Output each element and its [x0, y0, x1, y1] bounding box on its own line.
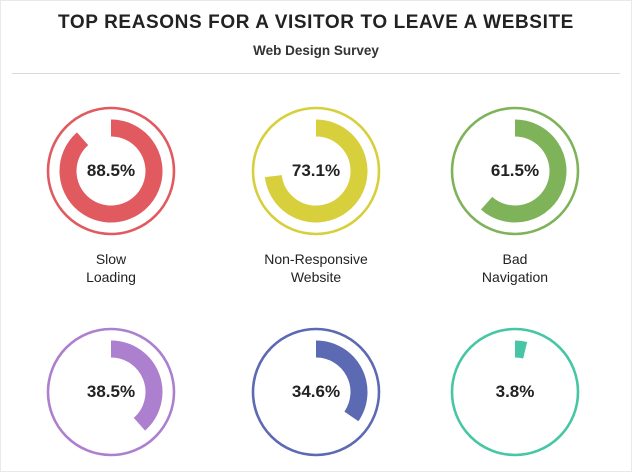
- donut-outer-ring: [46, 106, 176, 236]
- donut-bad-navigation: 61.5%: [449, 105, 581, 237]
- donut-value-arc: [480, 119, 567, 223]
- donut-outer-ring: [450, 327, 580, 457]
- category-label: Slow Loading: [86, 251, 136, 285]
- chart-subtitle: Web Design Survey: [253, 43, 379, 58]
- donut-value-label: 38.5%: [86, 382, 136, 401]
- donut-outer-ring: [251, 106, 381, 236]
- chart-title: TOP REASONS FOR A VISITOR TO LEAVE A WEB…: [58, 12, 574, 33]
- donut-value-arc: [315, 340, 368, 422]
- donut-svg: [46, 106, 176, 236]
- donut-non-responsive-website: 73.1%: [250, 105, 382, 237]
- donut-value-arc: [59, 119, 163, 223]
- donut-value-arc: [514, 340, 528, 359]
- donut-slow-loading: 88.5%: [45, 105, 177, 237]
- donut-svg: [46, 327, 176, 457]
- donut-svg: [251, 106, 381, 236]
- category-label: Non-Responsive Website: [264, 251, 368, 285]
- donut-outer-ring: [46, 327, 176, 457]
- donut-value-label: 61.5%: [490, 161, 540, 180]
- header-divider: [12, 73, 620, 74]
- donut-reason-5: 34.6%: [250, 326, 382, 458]
- donut-outer-ring: [251, 327, 381, 457]
- donut-value-arc: [264, 119, 368, 223]
- donut-value-arc: [110, 340, 163, 431]
- donut-svg: [450, 327, 580, 457]
- donut-svg: [251, 327, 381, 457]
- donut-value-label: 3.8%: [495, 382, 535, 401]
- donut-reason-6: 3.8%: [449, 326, 581, 458]
- donut-value-label: 88.5%: [86, 161, 136, 180]
- donut-reason-4: 38.5%: [45, 326, 177, 458]
- donut-value-label: 34.6%: [291, 382, 341, 401]
- donut-value-label: 73.1%: [291, 161, 341, 180]
- donut-outer-ring: [450, 106, 580, 236]
- category-label: Bad Navigation: [481, 251, 549, 285]
- donut-svg: [450, 106, 580, 236]
